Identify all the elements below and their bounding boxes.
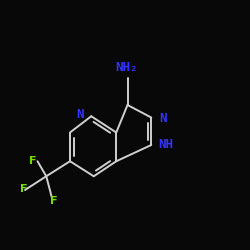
Text: F: F xyxy=(50,196,58,206)
Text: N: N xyxy=(76,108,84,122)
Text: N: N xyxy=(160,112,167,125)
Text: NH₂: NH₂ xyxy=(115,61,138,74)
Text: F: F xyxy=(20,184,28,194)
Text: F: F xyxy=(29,156,37,166)
Text: NH: NH xyxy=(158,138,173,151)
